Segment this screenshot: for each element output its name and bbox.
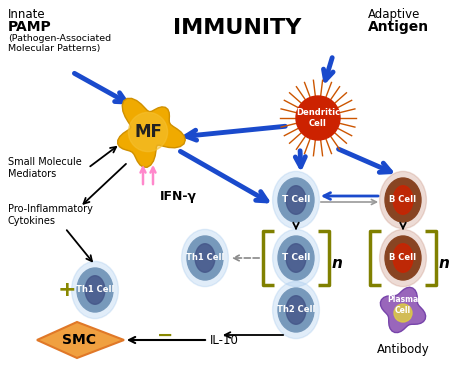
Polygon shape: [380, 287, 426, 333]
Text: PAMP: PAMP: [8, 20, 52, 34]
Ellipse shape: [286, 244, 306, 272]
Text: −: −: [157, 326, 173, 345]
Polygon shape: [37, 322, 124, 358]
Ellipse shape: [273, 229, 319, 287]
Text: MF: MF: [134, 123, 162, 141]
Text: B Cell: B Cell: [390, 254, 417, 262]
Text: Plasma
Cell: Plasma Cell: [387, 295, 419, 315]
Ellipse shape: [278, 178, 314, 222]
Text: Antibody: Antibody: [377, 343, 429, 356]
Ellipse shape: [195, 244, 215, 272]
Ellipse shape: [187, 236, 223, 280]
Ellipse shape: [85, 276, 105, 304]
Text: B Cell: B Cell: [390, 196, 417, 204]
Ellipse shape: [77, 268, 113, 312]
Text: +: +: [58, 280, 76, 300]
Text: SMC: SMC: [62, 333, 96, 347]
Text: Antigen: Antigen: [368, 20, 429, 34]
Text: Th1 Cell: Th1 Cell: [76, 285, 114, 295]
Text: Dendritic
Cell: Dendritic Cell: [296, 108, 340, 128]
Ellipse shape: [278, 236, 314, 280]
Ellipse shape: [393, 244, 413, 272]
Ellipse shape: [72, 261, 118, 319]
Circle shape: [394, 304, 412, 322]
Text: IMMUNITY: IMMUNITY: [173, 18, 301, 38]
Ellipse shape: [380, 172, 427, 228]
Text: IL-10: IL-10: [210, 334, 239, 346]
Text: (Pathogen-Associated
Molecular Patterns): (Pathogen-Associated Molecular Patterns): [8, 34, 111, 53]
Ellipse shape: [380, 229, 427, 287]
Circle shape: [296, 96, 340, 140]
Text: Adaptive: Adaptive: [368, 8, 420, 21]
Text: n: n: [332, 255, 343, 270]
Text: T Cell: T Cell: [282, 196, 310, 204]
Ellipse shape: [385, 236, 421, 280]
Polygon shape: [118, 99, 185, 167]
Ellipse shape: [182, 229, 228, 287]
Text: n: n: [439, 255, 450, 270]
Ellipse shape: [286, 186, 306, 214]
Ellipse shape: [278, 288, 314, 332]
Text: T Cell: T Cell: [282, 254, 310, 262]
Text: Pro-Inflammatory
Cytokines: Pro-Inflammatory Cytokines: [8, 204, 93, 226]
Ellipse shape: [393, 186, 413, 214]
Text: Innate: Innate: [8, 8, 46, 21]
Text: Th2 Cell: Th2 Cell: [277, 306, 315, 315]
Text: Small Molecule
Mediators: Small Molecule Mediators: [8, 157, 82, 179]
Ellipse shape: [273, 281, 319, 339]
Ellipse shape: [385, 178, 421, 222]
Circle shape: [128, 112, 168, 151]
Ellipse shape: [273, 172, 319, 228]
Text: IFN-γ: IFN-γ: [159, 190, 197, 203]
Ellipse shape: [286, 296, 306, 324]
Text: Th1 Cell: Th1 Cell: [186, 254, 224, 262]
